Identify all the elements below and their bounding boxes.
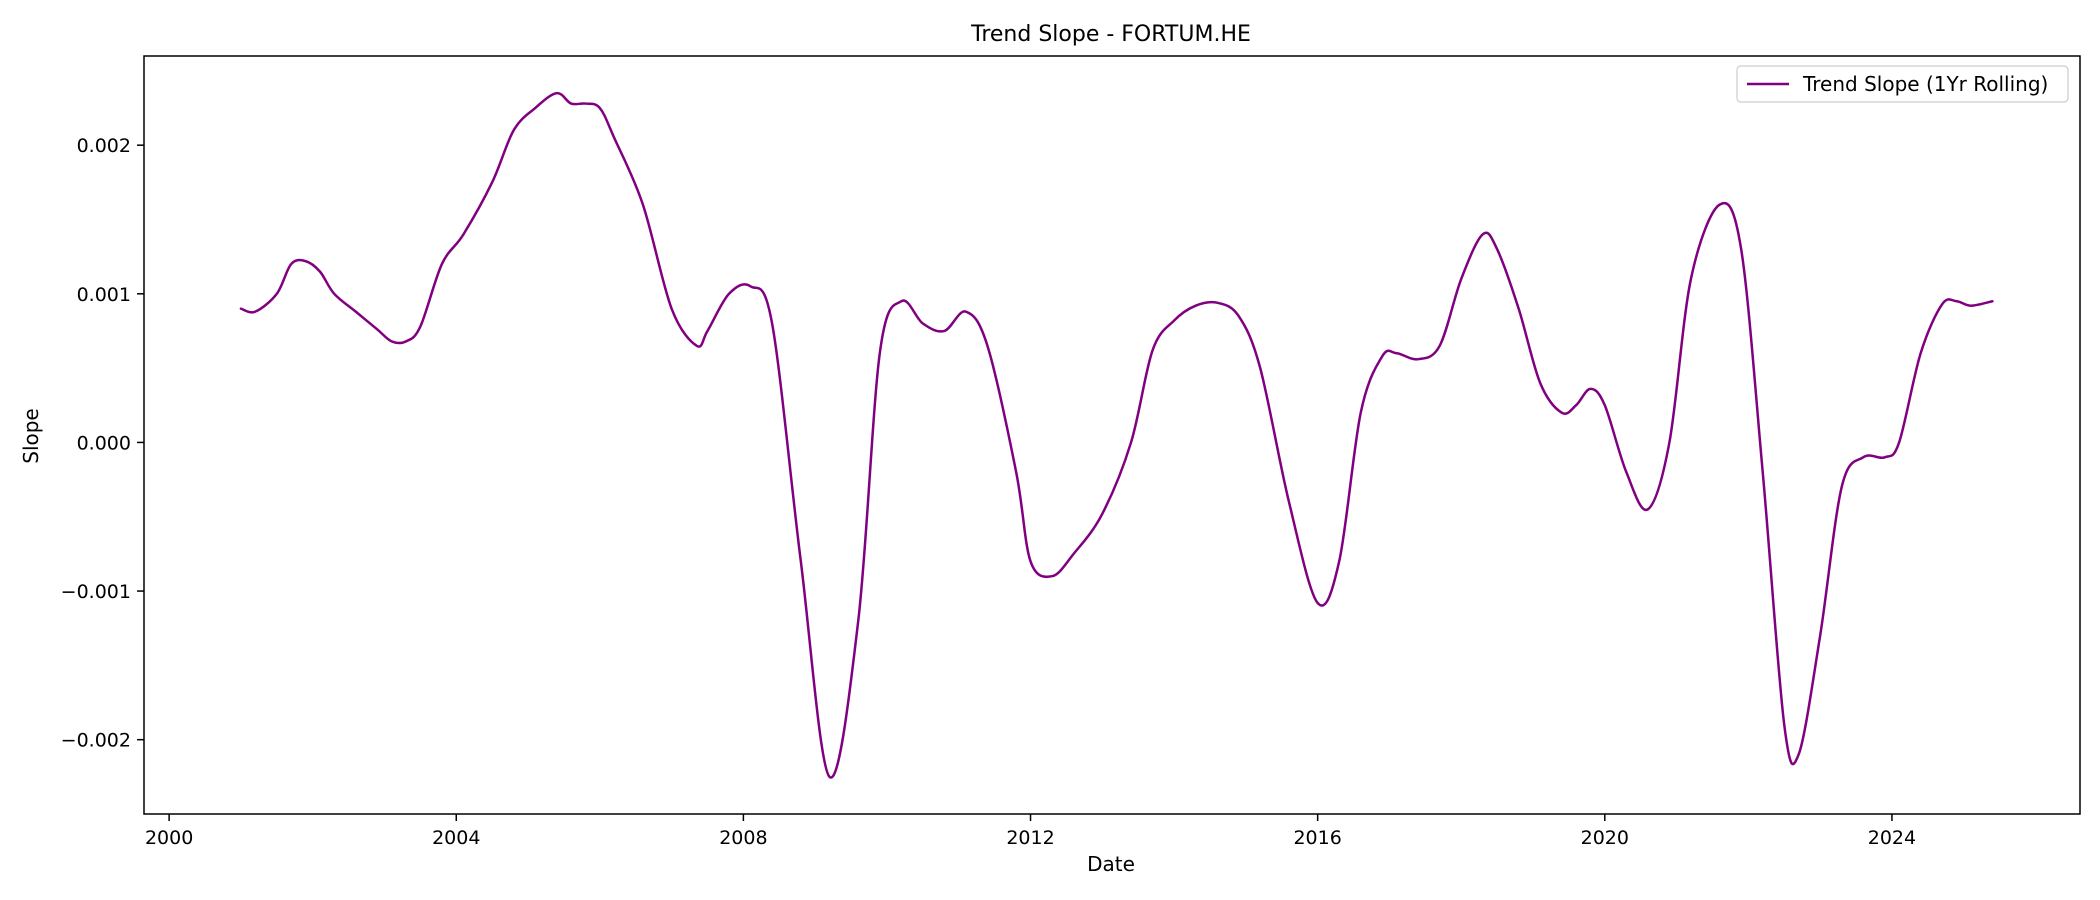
y-tick-label: −0.002 xyxy=(61,730,131,752)
x-tick-label: 2004 xyxy=(432,827,480,849)
x-tick-label: 2020 xyxy=(1581,827,1629,849)
x-tick-label: 2008 xyxy=(719,827,767,849)
x-axis-label: Date xyxy=(1087,852,1135,876)
y-axis: −0.002 −0.001 0.000 0.001 0.002 xyxy=(61,135,144,752)
legend: Trend Slope (1Yr Rolling) xyxy=(1736,65,2069,103)
y-tick-label: 0.001 xyxy=(77,284,131,306)
y-axis-label: Slope xyxy=(19,408,43,464)
x-axis: 2000 2004 2008 2012 2016 2020 2024 xyxy=(145,814,1916,849)
plot-area xyxy=(239,91,1994,779)
y-tick-label: 0.002 xyxy=(77,135,131,157)
x-tick-label: 2016 xyxy=(1293,827,1341,849)
legend-label-trend-slope: Trend Slope (1Yr Rolling) xyxy=(1802,72,2048,96)
chart-title: Trend Slope - FORTUM.HE xyxy=(970,22,1251,47)
x-tick-label: 2000 xyxy=(145,827,193,849)
y-tick-label: −0.001 xyxy=(61,581,131,603)
legend-box xyxy=(1736,65,2069,103)
y-tick-label: 0.000 xyxy=(77,432,131,454)
x-tick-label: 2012 xyxy=(1006,827,1054,849)
series-line-trend-slope xyxy=(239,91,1994,779)
plot-frame xyxy=(143,55,2081,815)
x-tick-label: 2024 xyxy=(1868,827,1916,849)
